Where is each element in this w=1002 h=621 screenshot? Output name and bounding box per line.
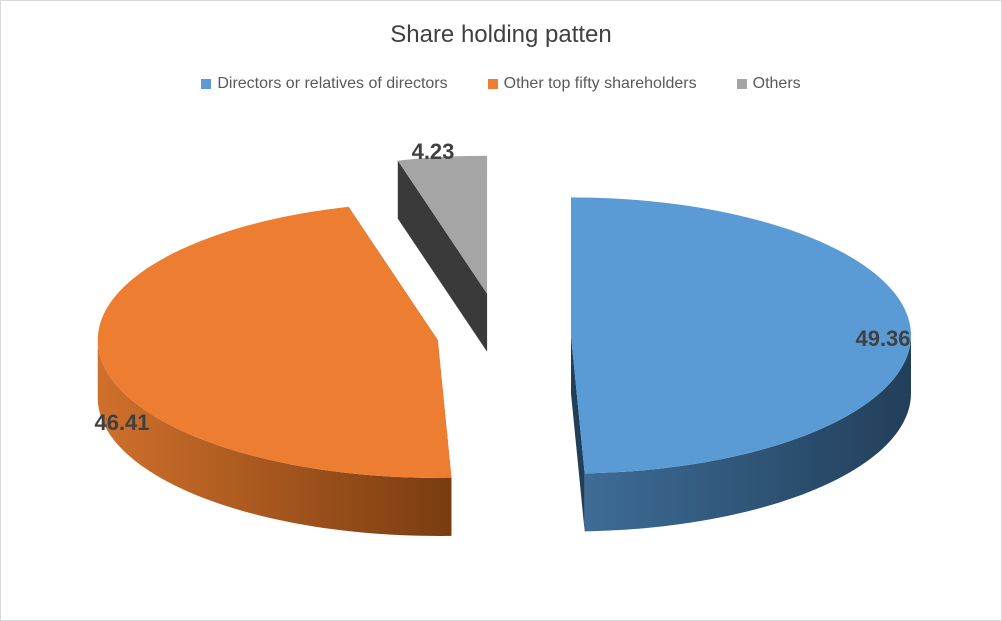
data-label-2: 4.23 [412, 139, 455, 164]
legend-swatch [736, 79, 747, 89]
legend-item-2: Others [736, 75, 801, 93]
slice-top [570, 197, 911, 474]
slice-top [97, 206, 452, 478]
legend-label: Others [752, 75, 801, 92]
chart-legend: Directors or relatives of directors Other… [1, 75, 1001, 93]
slice-cut-wall [570, 335, 585, 532]
pie-slice-2 [397, 155, 488, 352]
pie-slice-0 [570, 197, 911, 532]
legend-swatch [487, 79, 498, 89]
legend-item-1: Other top fifty shareholders [487, 75, 697, 93]
slice-outer-wall [97, 339, 452, 536]
legend-swatch [201, 79, 212, 89]
slice-cut-wall [397, 160, 488, 352]
pie-slice-1 [97, 206, 452, 536]
slice-outer-wall [584, 335, 911, 532]
slice-top [397, 155, 488, 294]
data-label-1: 46.41 [94, 410, 149, 435]
legend-label: Directors or relatives of directors [217, 75, 448, 92]
chart-title: Share holding patten [390, 21, 612, 48]
pie-slices [97, 155, 911, 536]
legend-item-0: Directors or relatives of directors [201, 75, 448, 93]
data-label-0: 49.36 [855, 326, 910, 351]
legend-label: Other top fifty shareholders [503, 75, 697, 92]
